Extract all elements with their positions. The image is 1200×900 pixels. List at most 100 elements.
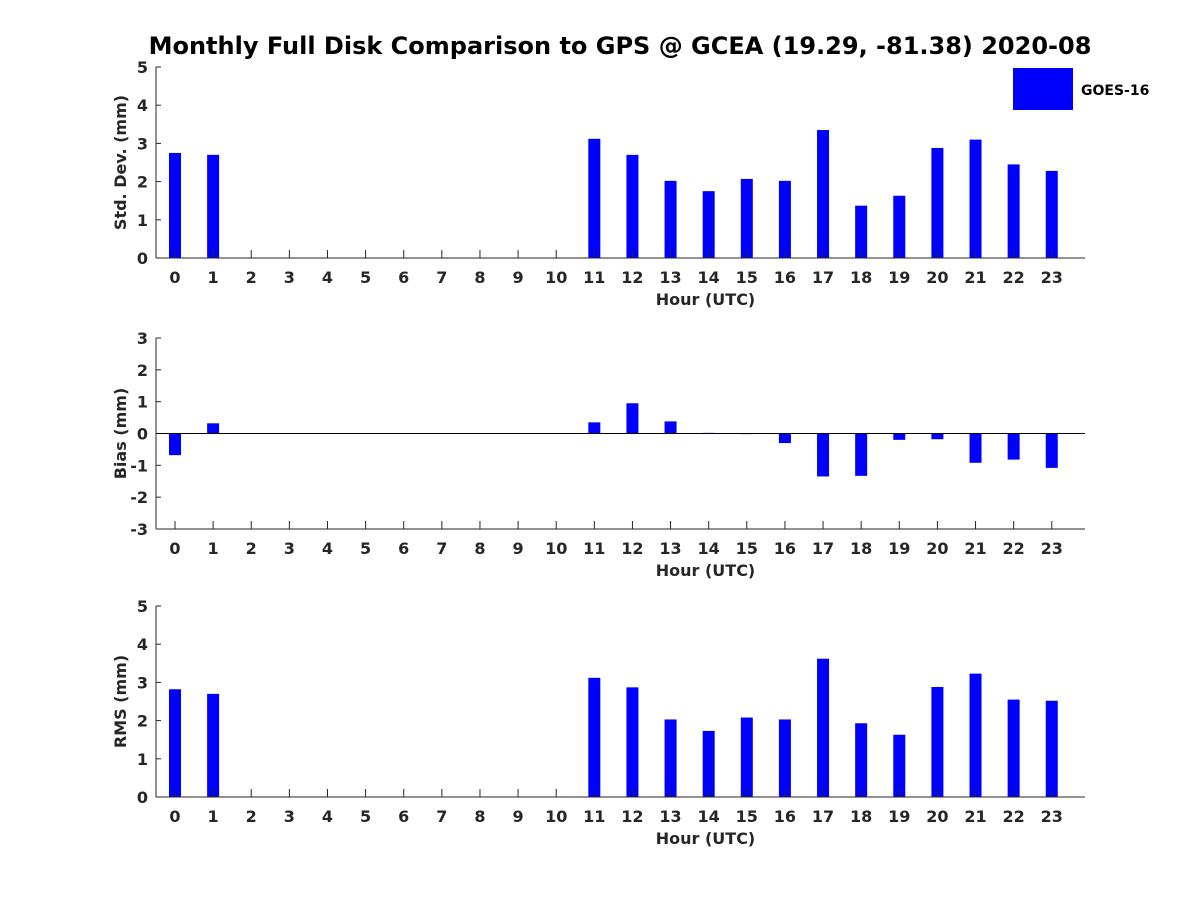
bar-hour-19 [893,195,906,258]
x-tick-label: 11 [583,807,605,826]
x-tick-label: 22 [1003,807,1025,826]
x-tick-label: 5 [360,539,371,558]
bar-hour-19 [893,433,906,440]
y-tick-label: 2 [137,173,148,192]
x-tick-label: 9 [513,539,524,558]
bar-hour-18 [855,723,868,797]
bar-hour-22 [1007,433,1020,460]
x-tick-label: 5 [360,807,371,826]
x-tick-label: 3 [284,807,295,826]
x-tick-label: 19 [888,539,910,558]
x-tick-label: 15 [736,807,758,826]
x-tick-label: 13 [659,807,681,826]
y-tick-label: 3 [137,673,148,692]
y-tick-label: 2 [137,712,148,731]
x-tick-label: 0 [169,807,180,826]
x-tick-label: 18 [850,268,872,287]
x-axis-label: Hour (UTC) [656,290,756,309]
bar-hour-13 [664,421,677,434]
x-tick-label: 14 [698,268,720,287]
x-tick-label: 16 [774,268,796,287]
figure-title: Monthly Full Disk Comparison to GPS @ GC… [149,32,1092,60]
x-tick-label: 7 [436,539,447,558]
x-tick-label: 9 [513,268,524,287]
x-tick-label: 23 [1041,268,1063,287]
bar-hour-20 [931,686,944,797]
x-axis-label: Hour (UTC) [656,829,756,848]
bar-hour-16 [778,719,791,797]
x-tick-label: 8 [474,268,485,287]
y-tick-label: 1 [137,750,148,769]
y-tick-label: 5 [137,597,148,616]
x-tick-label: 0 [169,268,180,287]
x-tick-label: 5 [360,268,371,287]
bar-hour-18 [855,205,868,258]
bar-hour-16 [778,433,791,444]
bar-hour-17 [817,658,830,797]
x-tick-label: 15 [736,268,758,287]
x-tick-label: 18 [850,807,872,826]
x-tick-label: 8 [474,807,485,826]
bar-hour-0 [169,152,181,258]
bar-hour-23 [1045,700,1058,797]
bar-hour-12 [626,403,639,434]
x-tick-label: 23 [1041,539,1063,558]
x-tick-label: 20 [926,539,948,558]
bar-hour-11 [588,422,601,434]
bar-hour-20 [931,433,944,440]
bar-hour-0 [169,433,181,456]
y-axis-label: Std. Dev. (mm) [111,95,130,230]
bar-hour-21 [969,673,982,797]
bar-hour-13 [664,719,677,797]
y-tick-label: 2 [137,361,148,380]
y-tick-label: -3 [130,520,148,539]
bar-hour-22 [1007,164,1020,258]
y-tick-label: 0 [137,788,148,807]
y-tick-label: 1 [137,211,148,230]
x-tick-label: 21 [964,539,986,558]
x-tick-label: 15 [736,539,758,558]
x-tick-label: 6 [398,807,409,826]
x-tick-label: 17 [812,807,834,826]
x-tick-label: 12 [621,807,643,826]
bar-hour-22 [1007,699,1020,797]
x-axis-label: Hour (UTC) [656,561,756,580]
x-tick-label: 4 [322,268,333,287]
x-tick-label: 14 [698,807,720,826]
bar-hour-13 [664,180,677,258]
bar-hour-1 [207,423,220,434]
y-tick-label: 1 [137,393,148,412]
x-tick-label: 17 [812,539,834,558]
bar-hour-14 [702,730,715,797]
x-tick-label: 3 [284,539,295,558]
bar-hour-11 [588,138,601,258]
x-tick-label: 19 [888,807,910,826]
x-tick-label: 21 [964,268,986,287]
bar-hour-21 [969,139,982,258]
bar-hour-1 [207,693,220,797]
x-tick-label: 16 [774,539,796,558]
x-tick-label: 7 [436,807,447,826]
x-tick-label: 23 [1041,807,1063,826]
bar-hour-21 [969,433,982,463]
x-tick-label: 11 [583,268,605,287]
x-tick-label: 6 [398,268,409,287]
y-tick-label: 0 [137,425,148,444]
bar-hour-23 [1045,433,1058,468]
y-tick-label: 3 [137,134,148,153]
bar-hour-14 [702,191,715,258]
bar-hour-18 [855,433,868,476]
legend: GOES-16 [1012,67,1149,111]
bar-hour-0 [169,689,181,797]
bar-hour-20 [931,147,944,258]
x-tick-label: 12 [621,268,643,287]
x-tick-label: 13 [659,539,681,558]
bar-hour-19 [893,734,906,797]
y-tick-label: 3 [137,329,148,348]
bar-hour-16 [778,180,791,258]
x-tick-label: 21 [964,807,986,826]
